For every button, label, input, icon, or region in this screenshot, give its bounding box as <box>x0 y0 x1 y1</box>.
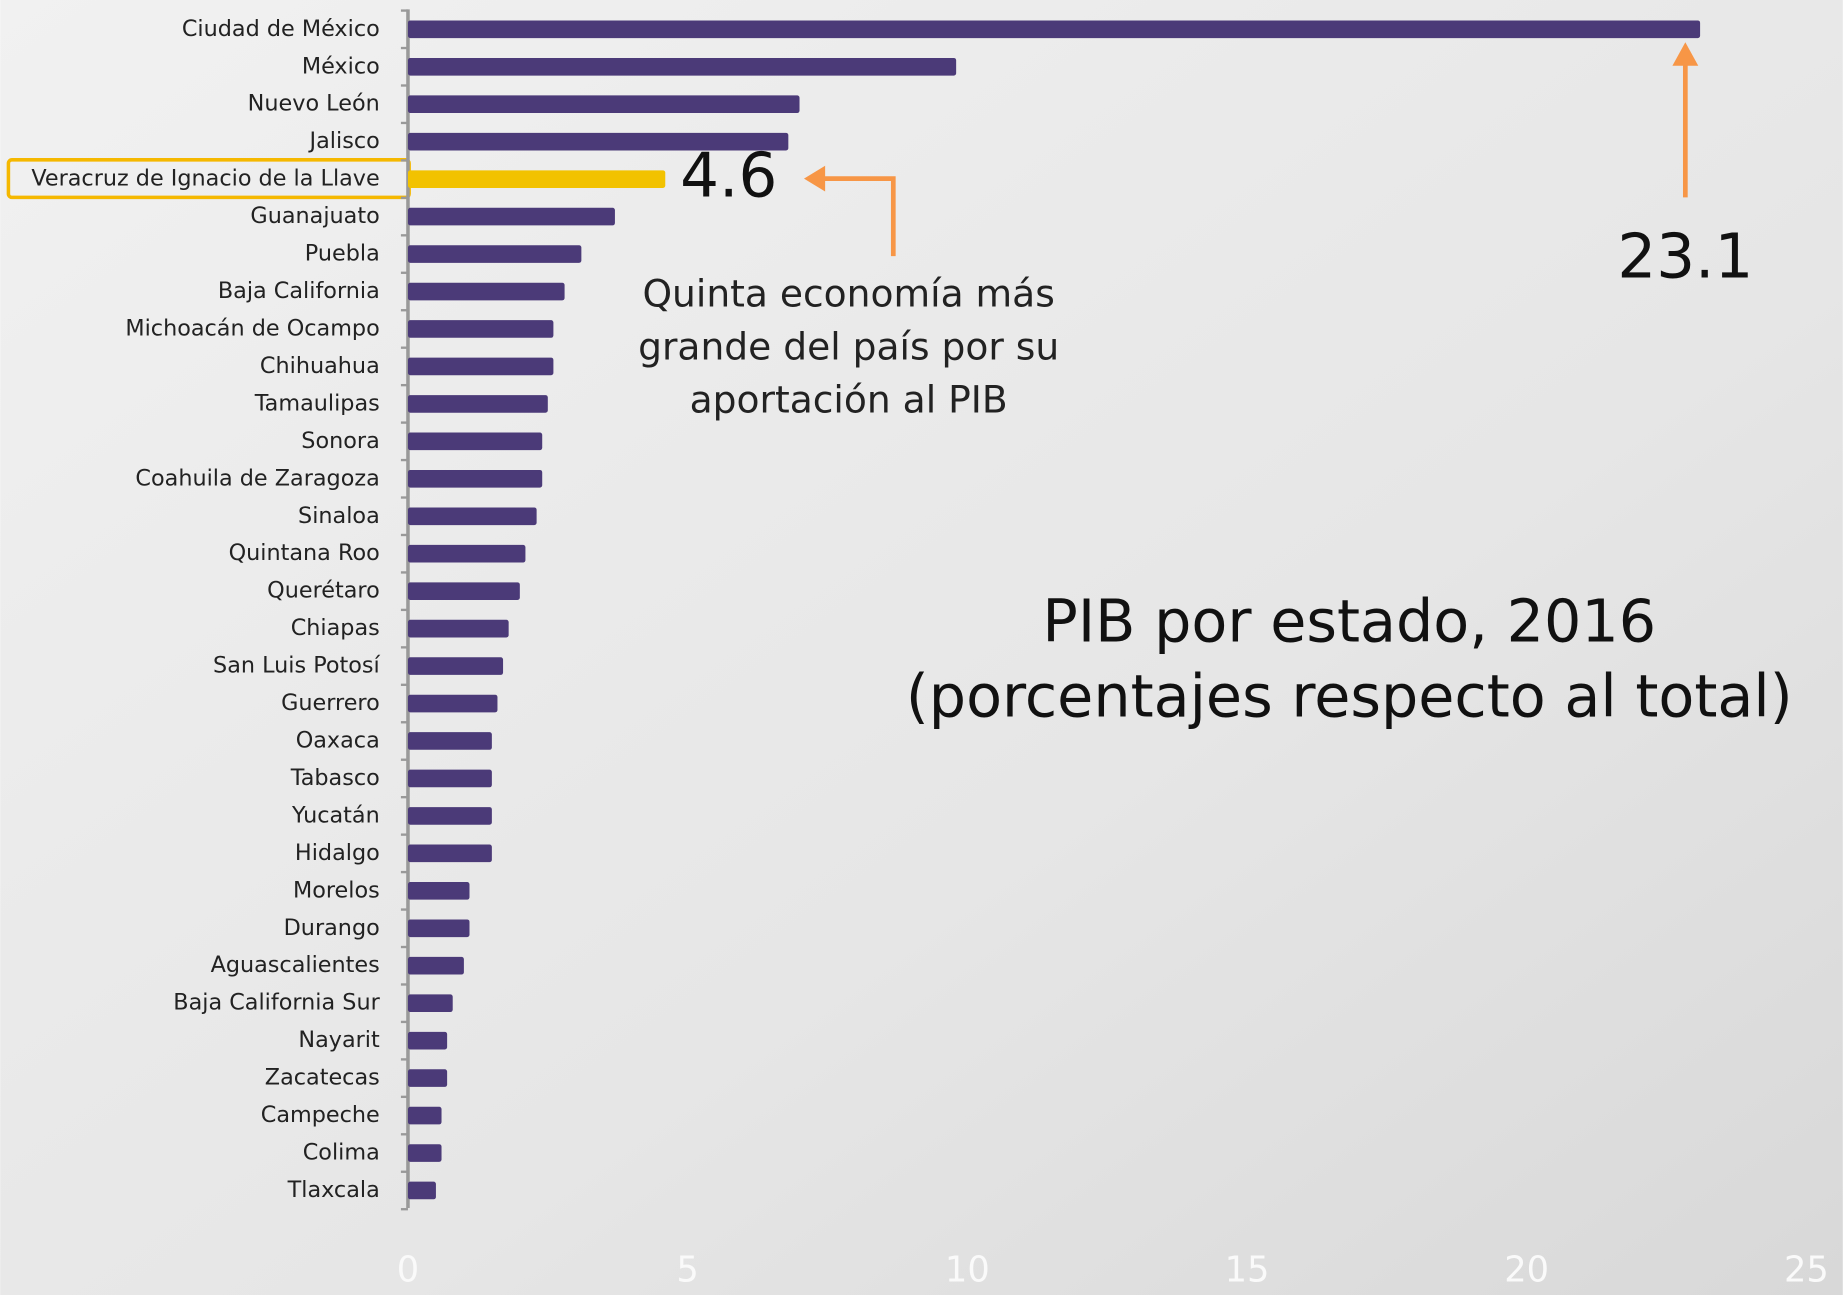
x-tick-label: 10 <box>945 1249 990 1290</box>
y-tick-label: Morelos <box>293 877 380 903</box>
value-label: 4.6 <box>680 140 777 211</box>
arrow-head <box>803 165 826 192</box>
y-tick-label: Tamaulipas <box>254 390 380 416</box>
bar <box>407 282 565 301</box>
annotation: Quinta economía más <box>642 272 1054 316</box>
y-tick-label: Zacatecas <box>265 1065 380 1091</box>
bar <box>407 20 1701 39</box>
bar <box>407 1106 442 1125</box>
bar <box>407 657 504 675</box>
bar <box>407 95 800 114</box>
y-tick-label: Baja California Sur <box>173 990 380 1016</box>
y-tick-label: Yucatán <box>291 802 380 828</box>
y-tick-label: Sonora <box>301 428 379 454</box>
y-tick-label: Nuevo León <box>248 91 380 117</box>
y-tick-label: Querétaro <box>267 578 380 604</box>
y-tick-label: Ciudad de México <box>182 16 380 42</box>
y-tick-label: Chiapas <box>291 615 380 641</box>
y-tick-label: San Luis Potosí <box>213 653 381 679</box>
bar <box>407 57 957 76</box>
bar <box>407 170 666 188</box>
bar <box>407 807 492 825</box>
bar <box>407 619 509 638</box>
bar <box>407 432 543 451</box>
bar <box>407 469 543 488</box>
y-tick-label: Sinaloa <box>298 503 380 529</box>
x-tick-label: 5 <box>676 1249 698 1290</box>
y-tick-label: Campeche <box>261 1102 380 1128</box>
y-tick-label: Guerrero <box>281 690 380 716</box>
bar <box>407 994 453 1013</box>
x-tick-label: 15 <box>1225 1249 1270 1290</box>
bar <box>407 544 526 563</box>
y-tick-label: Chihuahua <box>260 353 380 379</box>
bar <box>407 1144 442 1162</box>
x-tick-label: 0 <box>397 1249 419 1290</box>
y-tick-label: Oaxaca <box>296 727 380 753</box>
bar <box>407 1181 436 1200</box>
bar <box>407 395 548 413</box>
bar <box>407 694 498 713</box>
x-tick-label: 20 <box>1504 1249 1549 1290</box>
bar <box>407 769 492 788</box>
y-tick-label: Quintana Roo <box>229 540 380 566</box>
y-tick-label: Hidalgo <box>295 840 380 866</box>
y-tick-label: Michoacán de Ocampo <box>125 315 379 341</box>
y-tick-label: Jalisco <box>308 128 380 154</box>
x-tick-label: 25 <box>1784 1249 1829 1290</box>
bar <box>407 882 470 900</box>
bar <box>407 582 520 600</box>
bar <box>407 956 464 975</box>
y-tick-label: Puebla <box>305 241 380 267</box>
y-tick-label: Coahuila de Zaragoza <box>135 465 379 491</box>
y-tick-label: Guanajuato <box>250 203 379 229</box>
annotation: aportación al PIB <box>690 377 1008 421</box>
bar <box>407 207 615 226</box>
bar <box>407 919 470 938</box>
bar <box>407 245 582 263</box>
chart-title: PIB por estado, 2016 <box>1042 586 1656 655</box>
y-tick-label: Colima <box>303 1140 380 1166</box>
bar <box>407 132 789 151</box>
bar <box>407 1069 448 1087</box>
y-tick-label: Tabasco <box>290 765 380 791</box>
y-tick-label: Aguascalientes <box>211 952 380 978</box>
y-tick-label: Nayarit <box>298 1027 380 1053</box>
bar <box>407 844 492 863</box>
bar <box>407 320 554 338</box>
annotation: grande del país por su <box>638 325 1059 369</box>
bar <box>407 1031 448 1050</box>
arrow <box>811 176 896 257</box>
bar <box>407 732 492 750</box>
y-tick-label: México <box>302 53 380 79</box>
bar <box>407 357 554 376</box>
y-tick-label: Tlaxcala <box>287 1177 380 1203</box>
bar <box>407 507 537 526</box>
y-tick-label: Veracruz de Ignacio de la Llave <box>31 166 379 192</box>
chart-title: (porcentajes respecto al total) <box>906 661 1793 730</box>
y-tick-label: Durango <box>284 915 380 941</box>
arrow-head <box>1672 42 1699 66</box>
y-tick-label: Baja California <box>218 278 380 304</box>
value-label: 23.1 <box>1617 221 1753 292</box>
